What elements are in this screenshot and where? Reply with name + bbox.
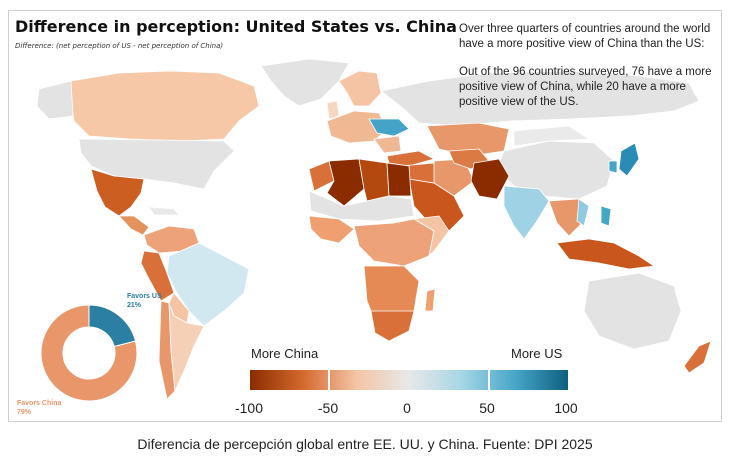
region-sahel — [308, 190, 415, 222]
donut-slice-us — [88, 304, 137, 348]
country-vietnam — [576, 198, 590, 227]
region-central-africa — [353, 218, 435, 267]
country-turkey — [386, 150, 436, 167]
country-egypt — [386, 162, 412, 197]
donut-slice-china — [40, 304, 138, 402]
country-south-korea — [608, 160, 618, 174]
region-peru — [140, 250, 175, 302]
world-map — [36, 58, 712, 400]
country-south-africa — [370, 310, 415, 342]
region-east-africa — [412, 215, 450, 258]
region-caribbean — [148, 206, 180, 216]
country-greenland — [260, 58, 350, 107]
annotation-paragraph-1: Over three quarters of countries around … — [459, 23, 711, 50]
chart-title: Difference in perception: United States … — [15, 17, 457, 36]
legend-left-label: More China — [251, 346, 319, 361]
region-eastern-europe-blue — [368, 118, 410, 137]
donut-china-label: Favors China 79% — [17, 399, 61, 417]
donut-us-label: Favors US 21% — [127, 292, 162, 310]
donut-china-percent: 79% — [17, 409, 32, 416]
figure-caption: Diferencia de percepción global entre EE… — [137, 436, 593, 452]
country-philippines — [600, 205, 612, 227]
country-india — [503, 185, 550, 240]
country-libya — [358, 158, 390, 202]
country-saudi-arabia — [408, 178, 465, 232]
country-canada — [70, 70, 260, 142]
country-madagascar — [424, 288, 436, 312]
region-west-africa — [308, 215, 355, 244]
annotation-paragraph-2: Out of the 96 countries surveyed, 76 hav… — [459, 66, 712, 108]
country-algeria — [326, 158, 365, 207]
legend-divider-right — [488, 370, 490, 390]
chart-subtitle: Difference: (net perception of US - net … — [15, 42, 224, 50]
legend-tick-minus-50: -50 — [317, 400, 339, 416]
country-pakistan — [470, 158, 510, 200]
favor-donut-chart — [40, 304, 138, 402]
country-australia — [583, 272, 682, 350]
donut-china-name: Favors China — [17, 400, 62, 407]
country-argentina — [168, 302, 205, 393]
legend-tick-50: 50 — [479, 400, 495, 416]
country-russia — [380, 70, 700, 127]
country-mexico — [90, 168, 145, 217]
region-balkans — [373, 135, 402, 154]
country-new-zealand — [683, 340, 712, 374]
region-central-america — [118, 215, 150, 236]
annotation-text: Over three quarters of countries around … — [459, 22, 719, 123]
region-southeast-asia — [548, 198, 585, 237]
region-scandinavia — [338, 70, 382, 107]
donut-us-name: Favors US — [127, 293, 162, 300]
country-alaska — [36, 80, 74, 120]
country-uk — [326, 100, 340, 120]
donut-us-percent: 21% — [127, 302, 142, 309]
legend-divider-left — [328, 370, 330, 390]
country-brazil — [166, 242, 250, 327]
legend-color-bar — [249, 369, 569, 391]
legend-tick-minus-100: -100 — [234, 400, 264, 416]
legend-tick-0: 0 — [403, 400, 411, 416]
legend-tick-100: 100 — [554, 400, 578, 416]
chart-frame: Difference in perception: United States … — [8, 10, 722, 422]
country-usa — [78, 138, 235, 190]
legend-right-label: More US — [511, 346, 563, 361]
country-mongolia — [513, 125, 591, 147]
country-indonesia — [556, 238, 656, 270]
country-japan — [618, 142, 640, 177]
